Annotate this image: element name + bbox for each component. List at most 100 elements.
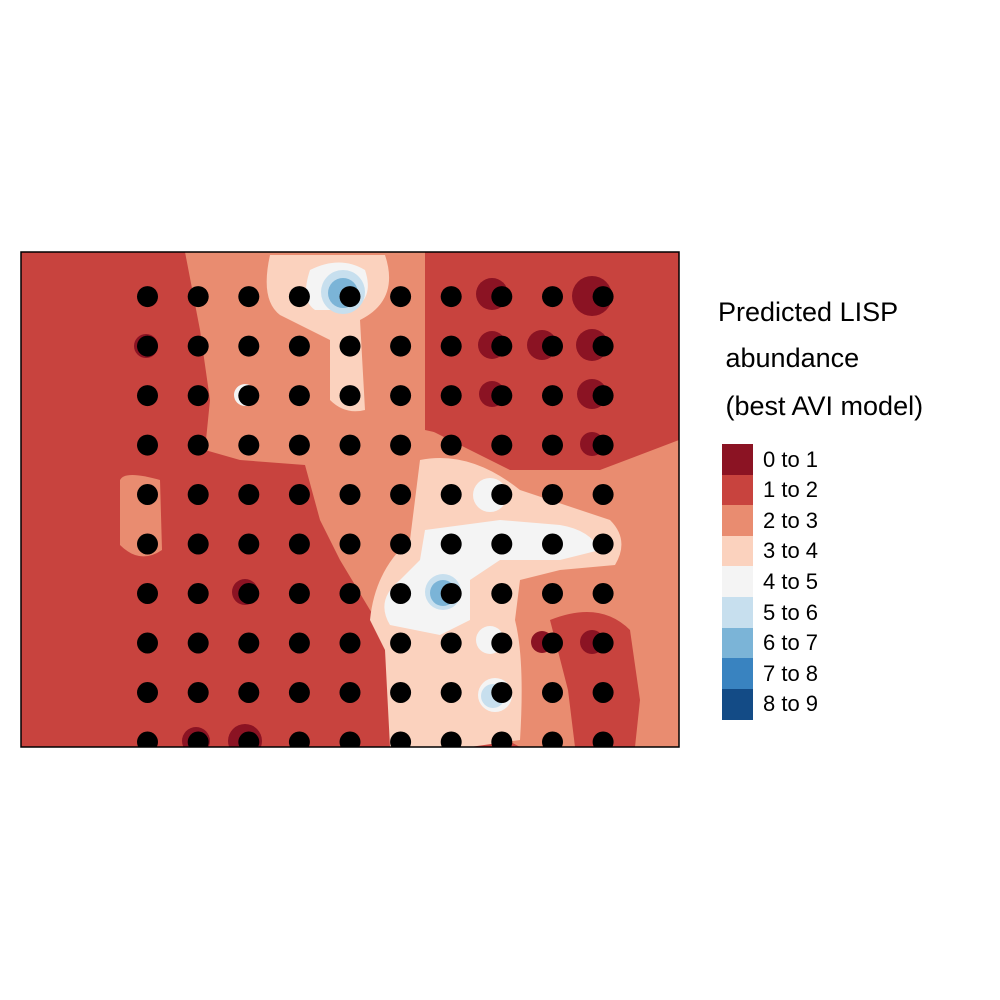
survey-point	[288, 533, 310, 555]
survey-point	[187, 533, 209, 555]
survey-point	[542, 731, 563, 747]
survey-point	[137, 434, 158, 456]
survey-point	[592, 434, 614, 456]
legend-item: 0 to 1	[722, 444, 818, 475]
survey-point	[390, 533, 412, 555]
survey-point	[187, 583, 209, 604]
survey-point	[288, 385, 310, 407]
survey-point	[288, 731, 310, 747]
legend-title-line-3: (best AVI model)	[718, 391, 924, 421]
survey-point	[187, 385, 209, 407]
survey-point	[187, 286, 209, 308]
survey-point	[137, 335, 158, 357]
survey-point	[288, 484, 310, 505]
survey-point	[592, 385, 614, 407]
survey-point	[440, 385, 462, 407]
survey-point	[592, 484, 614, 505]
survey-point	[390, 434, 412, 456]
survey-point	[491, 682, 513, 703]
survey-point	[491, 385, 513, 407]
survey-point	[238, 731, 260, 747]
survey-point	[542, 682, 563, 703]
survey-point	[542, 385, 563, 407]
survey-point	[137, 583, 158, 604]
survey-point	[491, 286, 513, 308]
survey-point	[542, 583, 563, 604]
survey-point	[542, 434, 563, 456]
legend-item: 2 to 3	[722, 505, 819, 537]
survey-point	[288, 682, 310, 703]
survey-point	[137, 632, 158, 654]
survey-point	[137, 484, 158, 505]
legend-label: 2 to 3	[763, 507, 819, 533]
survey-point	[390, 484, 412, 505]
survey-point	[238, 484, 260, 505]
survey-point	[390, 385, 412, 407]
survey-point	[491, 731, 513, 747]
survey-point	[440, 682, 462, 703]
survey-point	[238, 533, 260, 555]
survey-point	[137, 385, 158, 407]
survey-point	[542, 632, 563, 654]
legend-title-line-2: abundance	[718, 343, 860, 373]
survey-point	[592, 335, 614, 357]
survey-point	[238, 335, 260, 357]
survey-point	[238, 583, 260, 604]
survey-point	[137, 731, 158, 747]
survey-point	[440, 484, 462, 505]
survey-point	[288, 335, 310, 357]
survey-point	[238, 632, 260, 654]
survey-point	[440, 731, 462, 747]
survey-point	[339, 731, 361, 747]
legend-label: 4 to 5	[763, 568, 819, 594]
survey-point	[288, 286, 310, 308]
legend-item: 3 to 4	[722, 535, 819, 567]
survey-point	[339, 434, 361, 456]
survey-point	[491, 632, 513, 654]
legend-swatch	[722, 597, 753, 628]
survey-point	[491, 533, 513, 555]
legend-label: 1 to 2	[763, 477, 819, 503]
legend-swatch	[722, 444, 753, 475]
survey-point	[187, 731, 209, 747]
legend-item: 6 to 7	[722, 627, 818, 659]
legend-label: 7 to 8	[763, 660, 819, 686]
survey-point	[491, 583, 513, 604]
legend-item: 4 to 5	[722, 566, 819, 598]
legend-item: 8 to 9	[722, 688, 819, 720]
survey-point	[339, 385, 361, 407]
survey-point	[440, 632, 462, 654]
survey-point	[238, 434, 260, 456]
survey-point	[440, 583, 462, 604]
legend-item: 1 to 2	[722, 474, 819, 506]
survey-point	[187, 335, 209, 357]
survey-point	[542, 533, 563, 555]
map-panel-border	[20, 251, 680, 748]
legend-item: 7 to 8	[722, 658, 819, 690]
survey-point	[542, 286, 563, 308]
survey-point	[592, 583, 614, 604]
survey-point	[187, 434, 209, 456]
legend-item: 5 to 6	[722, 597, 818, 628]
survey-point	[440, 533, 462, 555]
legend-label: 0 to 1	[763, 446, 819, 472]
survey-point	[137, 533, 158, 555]
survey-point	[491, 434, 513, 456]
survey-point	[238, 682, 260, 703]
legend-swatch	[722, 627, 753, 659]
survey-point	[339, 583, 361, 604]
legend-title-line-1: Predicted LISP	[718, 297, 899, 327]
survey-point	[339, 632, 361, 654]
survey-point	[440, 286, 462, 308]
legend-swatch	[722, 658, 753, 690]
legend-swatch	[722, 535, 753, 567]
survey-point	[491, 335, 513, 357]
legend-label: 3 to 4	[763, 538, 819, 564]
survey-point	[592, 533, 614, 555]
legend-label: 8 to 9	[763, 691, 819, 717]
survey-point	[339, 682, 361, 703]
legend-swatch	[722, 688, 753, 720]
survey-point	[238, 286, 260, 308]
survey-point	[390, 335, 412, 357]
